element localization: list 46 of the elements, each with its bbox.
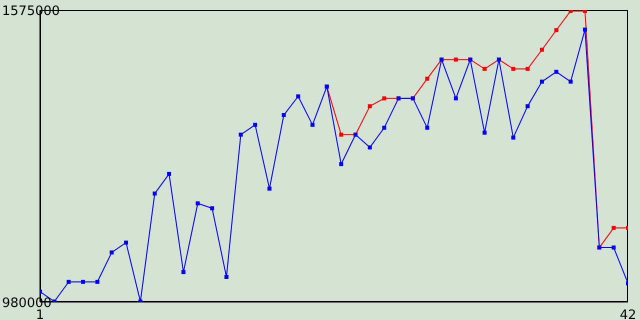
point xyxy=(540,80,544,84)
point xyxy=(181,270,186,274)
point xyxy=(454,96,458,100)
point xyxy=(95,280,100,284)
point xyxy=(612,226,616,230)
point xyxy=(582,28,587,32)
point xyxy=(612,246,616,250)
point xyxy=(224,274,228,279)
point xyxy=(554,70,558,74)
point xyxy=(425,76,430,81)
point xyxy=(526,66,530,71)
point xyxy=(368,145,372,150)
point xyxy=(66,280,71,284)
point xyxy=(339,162,344,166)
point xyxy=(382,126,386,130)
point xyxy=(253,122,258,127)
point xyxy=(582,10,587,13)
point xyxy=(81,280,86,284)
point xyxy=(196,201,200,206)
point xyxy=(124,240,128,245)
point xyxy=(282,113,286,118)
point xyxy=(511,136,516,140)
point xyxy=(382,96,386,100)
point xyxy=(310,122,314,127)
point xyxy=(167,172,172,176)
point xyxy=(152,192,157,196)
point xyxy=(425,126,430,130)
x-tick-label: 1 xyxy=(36,308,44,320)
point xyxy=(368,104,372,108)
point xyxy=(267,186,272,191)
point xyxy=(540,48,544,52)
point xyxy=(339,132,344,137)
point xyxy=(554,28,558,32)
point xyxy=(511,66,516,71)
point xyxy=(568,10,573,13)
point xyxy=(110,250,114,254)
y-tick-label: 980000 xyxy=(2,296,52,311)
point xyxy=(454,58,458,62)
point xyxy=(210,206,214,210)
x-tick-label: 42 xyxy=(620,308,636,320)
point xyxy=(526,104,530,108)
point xyxy=(238,132,243,137)
point xyxy=(482,66,487,71)
point xyxy=(482,130,487,135)
point xyxy=(568,80,573,84)
point xyxy=(296,94,300,98)
